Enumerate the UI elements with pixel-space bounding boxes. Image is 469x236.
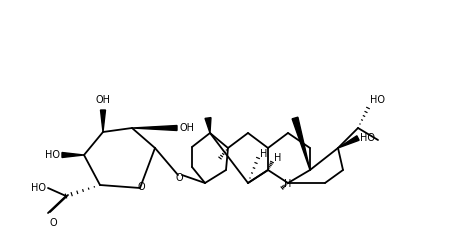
Polygon shape — [132, 126, 177, 131]
Polygon shape — [292, 117, 310, 170]
Text: H: H — [284, 179, 291, 189]
Text: O: O — [137, 182, 145, 192]
Polygon shape — [205, 118, 211, 133]
Polygon shape — [62, 152, 84, 157]
Text: O: O — [49, 218, 57, 228]
Text: O: O — [175, 173, 183, 183]
Text: HO: HO — [370, 95, 385, 105]
Text: H: H — [274, 153, 281, 163]
Text: HO: HO — [45, 150, 60, 160]
Polygon shape — [100, 110, 106, 132]
Polygon shape — [338, 136, 359, 148]
Text: H: H — [260, 149, 267, 159]
Text: OH: OH — [96, 95, 111, 105]
Text: HO: HO — [360, 133, 375, 143]
Text: OH: OH — [179, 123, 194, 133]
Text: HO: HO — [31, 183, 46, 193]
